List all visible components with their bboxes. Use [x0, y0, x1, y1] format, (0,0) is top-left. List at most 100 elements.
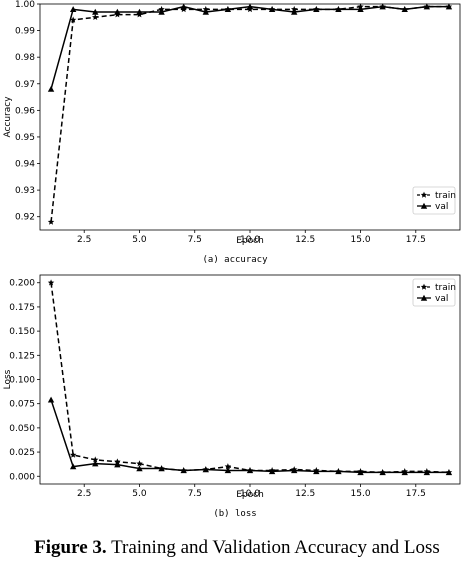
legend-label-val: val	[435, 294, 448, 304]
data-point-val	[335, 6, 342, 13]
data-point-val	[158, 465, 165, 472]
series-line-train	[50, 5, 449, 223]
data-point-train	[92, 13, 99, 21]
x-tick-label: 10.0	[240, 235, 260, 245]
data-point-val	[313, 6, 320, 13]
subfigure-caption: (a) accuracy	[202, 255, 268, 265]
y-tick-label: 0.025	[9, 448, 35, 458]
data-point-val	[224, 467, 232, 474]
y-tick-label: 0.200	[9, 279, 35, 289]
figure-caption-text: Training and Validation Accuracy and Los…	[106, 537, 440, 558]
series-val	[47, 396, 453, 476]
data-point-train	[92, 456, 99, 463]
data-point-train	[47, 218, 55, 225]
data-point-val	[136, 465, 143, 472]
data-point-train	[114, 458, 121, 465]
data-point-val	[291, 8, 298, 15]
data-point-train	[224, 463, 232, 470]
x-tick-label: 5.0	[132, 489, 147, 499]
y-tick-label: 0.95	[15, 133, 35, 143]
x-tick-label: 17.5	[406, 489, 426, 499]
data-point-val	[357, 6, 364, 13]
y-tick-label: 0.94	[15, 160, 35, 170]
data-point-val	[379, 3, 386, 10]
chart-1: 2.5 5.0 7.5 10.0 12.5 15.0 17.5 0.92 0.93 0.94 0.9…	[3, 0, 461, 265]
plot-frame	[39, 3, 461, 231]
x-tick-label: 17.5	[406, 235, 426, 245]
legend-marker-train	[420, 283, 428, 290]
x-tick-label: 5.0	[132, 235, 147, 245]
x-tick-label: 7.5	[188, 235, 202, 245]
y-tick-label: 0.075	[9, 400, 35, 410]
legend-marker-val	[420, 202, 428, 209]
y-tick-label: 0.100	[9, 376, 35, 386]
data-point-val	[92, 460, 99, 467]
x-tick-label: 15.0	[351, 235, 371, 245]
legend-marker-train	[420, 191, 428, 198]
legend-label-val: val	[435, 202, 448, 212]
x-tick-label: 2.5	[77, 235, 91, 245]
y-tick-label: 0.93	[15, 186, 35, 196]
y-tick-label: 0.99	[15, 27, 35, 37]
data-point-val	[246, 467, 254, 474]
x-tick-label: 15.0	[351, 489, 371, 499]
data-point-val	[114, 8, 121, 15]
x-tick-label: 12.5	[295, 489, 315, 499]
y-tick-label: 0.175	[9, 303, 35, 313]
x-tick-label: 10.0	[240, 489, 260, 499]
data-point-val	[224, 6, 232, 13]
data-point-train	[69, 451, 77, 458]
y-tick-label: 0.000	[9, 472, 35, 482]
data-point-val	[423, 469, 431, 476]
data-point-val	[202, 8, 209, 15]
data-point-val	[114, 461, 121, 468]
legend-label-train: train	[435, 283, 456, 293]
data-point-val	[69, 6, 77, 13]
data-point-train	[47, 279, 55, 286]
data-point-val	[445, 469, 453, 476]
data-point-train	[136, 460, 143, 467]
series-val	[47, 3, 453, 92]
data-point-val	[423, 3, 431, 10]
data-point-val	[180, 3, 187, 10]
series-line-train	[50, 282, 449, 474]
data-point-val	[357, 469, 364, 476]
figure-caption: Figure 3. Training and Validation Accura…	[0, 536, 474, 560]
x-tick-label: 2.5	[77, 489, 91, 499]
legend-label-train: train	[435, 191, 456, 201]
y-tick-label: 0.125	[9, 351, 35, 361]
data-point-val	[268, 6, 276, 13]
data-point-val	[47, 85, 55, 92]
data-point-val	[246, 3, 254, 10]
x-tick-label: 12.5	[295, 235, 315, 245]
data-point-val	[158, 8, 165, 15]
data-point-val	[401, 469, 408, 476]
y-tick-label: 0.98	[15, 53, 35, 63]
data-point-val	[136, 8, 143, 15]
y-tick-label: 0.150	[9, 327, 35, 337]
y-tick-label: 0.92	[15, 213, 35, 223]
y-tick-label: 0.96	[15, 106, 35, 116]
plot-frame	[39, 274, 461, 485]
x-tick-label: 7.5	[188, 489, 202, 499]
data-point-val	[268, 468, 276, 475]
data-point-val	[92, 8, 99, 15]
data-point-val	[401, 6, 408, 13]
series-line-val	[50, 5, 449, 90]
data-point-val	[47, 396, 55, 403]
subfigure-caption: (b) loss	[213, 509, 256, 519]
data-point-val	[335, 468, 342, 475]
y-tick-label: 0.050	[9, 424, 35, 434]
series-train	[47, 279, 453, 476]
y-axis-label: Loss	[3, 369, 13, 389]
x-axis-label: Epoch	[236, 490, 264, 500]
data-point-val	[313, 468, 320, 475]
legend-marker-val	[420, 294, 428, 301]
data-point-train	[69, 16, 77, 23]
y-tick-label: 0.97	[15, 80, 35, 90]
chart-2: 2.5 5.0 7.5 10.0 12.5 15.0 17.5 0.000 0.025 0.050…	[3, 274, 461, 519]
y-tick-label: 1.00	[15, 0, 35, 10]
